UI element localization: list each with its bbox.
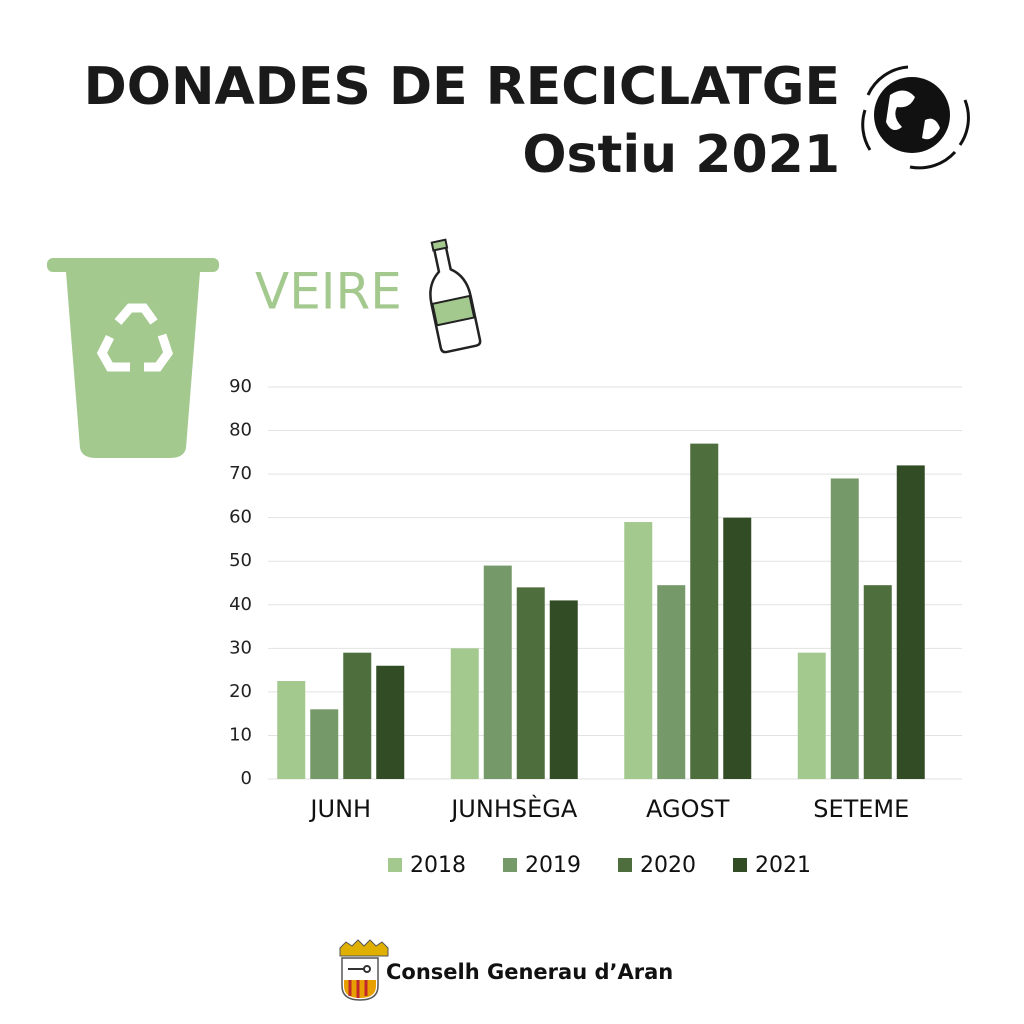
bar bbox=[376, 665, 405, 779]
bar bbox=[797, 652, 826, 779]
x-tick-label: AGOST bbox=[646, 795, 730, 823]
legend-label: 2020 bbox=[640, 853, 696, 878]
globe-icon bbox=[861, 65, 970, 170]
y-tick-label: 50 bbox=[229, 550, 252, 571]
y-tick-label: 70 bbox=[229, 463, 252, 484]
y-tick-label: 60 bbox=[229, 507, 252, 528]
bar bbox=[310, 709, 339, 779]
x-tick-label: JUNHSÈGA bbox=[449, 794, 578, 823]
y-tick-label: 40 bbox=[229, 594, 252, 615]
bar bbox=[863, 585, 892, 779]
legend-label: 2019 bbox=[525, 853, 581, 878]
bar bbox=[657, 585, 686, 779]
bar bbox=[690, 443, 719, 779]
y-tick-label: 90 bbox=[229, 376, 252, 397]
y-tick-label: 20 bbox=[229, 681, 252, 702]
legend-label: 2021 bbox=[755, 853, 811, 878]
legend-swatch bbox=[503, 858, 517, 872]
footer-text: Conselh Generau d’Aran bbox=[386, 960, 673, 984]
bottle-icon bbox=[429, 238, 482, 354]
bar bbox=[277, 681, 306, 779]
section-title: VEIRE bbox=[255, 263, 402, 321]
legend-swatch bbox=[618, 858, 632, 872]
x-tick-label: JUNH bbox=[308, 795, 371, 823]
y-tick-label: 80 bbox=[229, 420, 252, 441]
chart-subtitle: Ostiu 2021 bbox=[522, 125, 840, 185]
x-tick-label: SETEME bbox=[813, 795, 909, 823]
y-tick-label: 30 bbox=[229, 637, 252, 658]
bin-icon bbox=[47, 258, 219, 458]
bar bbox=[624, 522, 653, 779]
bar bbox=[723, 517, 752, 779]
bar bbox=[830, 478, 859, 779]
y-tick-label: 10 bbox=[229, 724, 252, 745]
chart-title: DONADES DE RECICLATGE bbox=[84, 57, 840, 117]
bar bbox=[549, 600, 578, 779]
bar bbox=[483, 565, 512, 779]
bar bbox=[343, 652, 372, 779]
bar bbox=[516, 587, 545, 779]
legend-label: 2018 bbox=[410, 853, 466, 878]
coat-of-arms bbox=[339, 939, 389, 1001]
y-tick-label: 0 bbox=[241, 768, 252, 789]
legend-swatch bbox=[388, 858, 402, 872]
legend-swatch bbox=[733, 858, 747, 872]
bar bbox=[896, 465, 925, 779]
bar bbox=[450, 648, 479, 779]
